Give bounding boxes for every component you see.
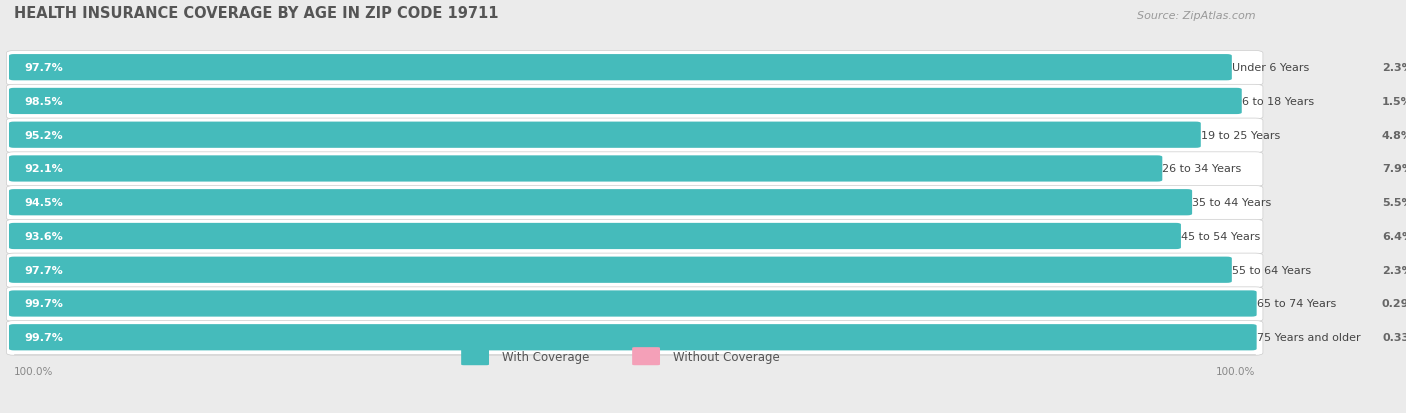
FancyBboxPatch shape — [8, 223, 1181, 249]
Text: 6 to 18 Years: 6 to 18 Years — [1241, 97, 1313, 107]
FancyBboxPatch shape — [1288, 223, 1376, 249]
Text: 95.2%: 95.2% — [24, 131, 63, 140]
Text: Source: ZipAtlas.com: Source: ZipAtlas.com — [1136, 10, 1256, 21]
FancyBboxPatch shape — [1308, 122, 1376, 148]
FancyBboxPatch shape — [7, 119, 1263, 153]
FancyBboxPatch shape — [1339, 55, 1376, 81]
FancyBboxPatch shape — [8, 156, 1163, 182]
FancyBboxPatch shape — [7, 287, 1263, 322]
FancyBboxPatch shape — [8, 89, 1241, 115]
Text: 100.0%: 100.0% — [1216, 367, 1256, 377]
Text: 26 to 34 Years: 26 to 34 Years — [1163, 164, 1241, 174]
Text: 19 to 25 Years: 19 to 25 Years — [1201, 131, 1279, 140]
FancyBboxPatch shape — [1362, 324, 1378, 351]
Text: 98.5%: 98.5% — [24, 97, 63, 107]
Text: 97.7%: 97.7% — [24, 63, 63, 73]
FancyBboxPatch shape — [7, 321, 1263, 355]
Text: 93.6%: 93.6% — [24, 231, 63, 241]
FancyBboxPatch shape — [8, 122, 1201, 148]
FancyBboxPatch shape — [7, 152, 1263, 187]
FancyBboxPatch shape — [8, 324, 1257, 351]
FancyBboxPatch shape — [8, 291, 1257, 317]
FancyBboxPatch shape — [7, 220, 1263, 254]
FancyBboxPatch shape — [8, 257, 1232, 283]
Text: 0.29%: 0.29% — [1382, 299, 1406, 309]
FancyBboxPatch shape — [7, 254, 1263, 288]
Text: 100.0%: 100.0% — [14, 367, 53, 377]
Text: 4.8%: 4.8% — [1382, 131, 1406, 140]
Text: 1.5%: 1.5% — [1382, 97, 1406, 107]
Text: 45 to 54 Years: 45 to 54 Years — [1181, 231, 1260, 241]
Text: 55 to 64 Years: 55 to 64 Years — [1232, 265, 1310, 275]
Text: 94.5%: 94.5% — [24, 198, 63, 208]
FancyBboxPatch shape — [8, 55, 1232, 81]
Text: 0.33%: 0.33% — [1382, 332, 1406, 342]
Text: 65 to 74 Years: 65 to 74 Years — [1257, 299, 1336, 309]
Text: 99.7%: 99.7% — [24, 332, 63, 342]
Text: 5.5%: 5.5% — [1382, 198, 1406, 208]
Text: 35 to 44 Years: 35 to 44 Years — [1192, 198, 1271, 208]
FancyBboxPatch shape — [633, 347, 659, 366]
Text: 2.3%: 2.3% — [1382, 63, 1406, 73]
FancyBboxPatch shape — [7, 85, 1263, 120]
Text: 99.7%: 99.7% — [24, 299, 63, 309]
FancyBboxPatch shape — [1348, 89, 1376, 115]
Text: 97.7%: 97.7% — [24, 265, 63, 275]
FancyBboxPatch shape — [7, 52, 1263, 86]
Text: 7.9%: 7.9% — [1382, 164, 1406, 174]
Text: With Coverage: With Coverage — [502, 350, 589, 363]
Text: 2.3%: 2.3% — [1382, 265, 1406, 275]
Text: 92.1%: 92.1% — [24, 164, 63, 174]
Text: 6.4%: 6.4% — [1382, 231, 1406, 241]
FancyBboxPatch shape — [8, 190, 1192, 216]
FancyBboxPatch shape — [1339, 257, 1376, 283]
Text: HEALTH INSURANCE COVERAGE BY AGE IN ZIP CODE 19711: HEALTH INSURANCE COVERAGE BY AGE IN ZIP … — [14, 5, 499, 21]
Text: Without Coverage: Without Coverage — [672, 350, 779, 363]
FancyBboxPatch shape — [1268, 156, 1376, 182]
FancyBboxPatch shape — [1299, 190, 1376, 216]
Text: 75 Years and older: 75 Years and older — [1257, 332, 1360, 342]
Text: Under 6 Years: Under 6 Years — [1232, 63, 1309, 73]
FancyBboxPatch shape — [1362, 291, 1376, 317]
FancyBboxPatch shape — [461, 347, 489, 366]
FancyBboxPatch shape — [7, 186, 1263, 221]
